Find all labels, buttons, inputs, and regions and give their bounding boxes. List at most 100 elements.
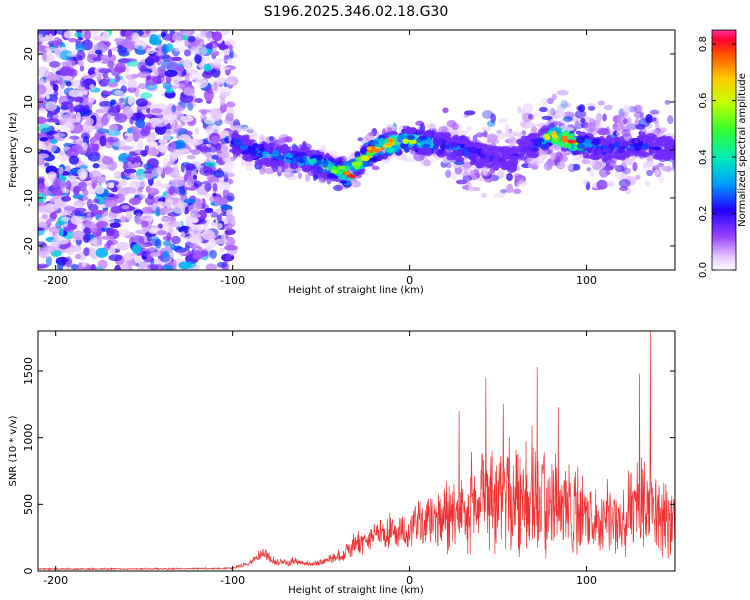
spectrogram-cell: [134, 179, 147, 188]
spectrogram-cell: [512, 188, 522, 194]
spectrogram-cell: [68, 38, 78, 43]
spectrogram-cell: [590, 153, 598, 161]
spectrogram-cell: [633, 111, 644, 119]
spectrogram-cell: [72, 230, 86, 241]
spectrogram-cell: [157, 201, 166, 208]
colorbar-tick-label: 0.0: [698, 262, 709, 278]
spectrogram-cell: [59, 50, 73, 61]
spectrogram-cell: [38, 107, 47, 114]
spectrogram-cell: [187, 102, 194, 111]
spectrogram-cell: [241, 150, 250, 155]
spectrogram-cell: [599, 139, 607, 146]
spectrogram-cell: [141, 219, 149, 228]
spectrogram-cell: [224, 244, 238, 251]
spectrogram-cell: [475, 132, 484, 138]
spectrogram-cell: [618, 142, 625, 147]
spectrogram-cell: [291, 145, 299, 151]
spectrogram-cell: [125, 209, 133, 221]
spectrogram-cell: [544, 136, 551, 141]
spectrogram-cell: [228, 48, 234, 59]
spectrogram-cell: [156, 229, 167, 236]
spectrogram-cell: [140, 92, 153, 99]
spectrogram-cell: [205, 161, 217, 168]
spectrogram-cell: [297, 172, 303, 179]
spectrogram-cell: [323, 168, 328, 174]
spectrogram-cell: [122, 264, 130, 270]
spectrogram-cell: [421, 144, 431, 149]
spectrogram-cell: [281, 144, 288, 151]
spectrogram-cell: [387, 141, 393, 146]
spectrogram-cell: [517, 154, 522, 159]
spectrogram-cell: [502, 164, 510, 170]
spectrogram-cell: [140, 173, 154, 180]
spectrogram-cell: [163, 132, 171, 141]
spectrogram-cell: [128, 197, 142, 205]
spectrogram-cell: [101, 156, 114, 165]
spectrogram-cell: [83, 104, 90, 115]
spectrogram-cell: [178, 148, 186, 155]
spectrogram-cell: [302, 154, 307, 163]
spectrogram-cell: [108, 123, 119, 133]
spectrogram-cell: [47, 171, 57, 181]
spectrogram-cell: [126, 127, 134, 134]
spectrogram-cell: [126, 60, 141, 67]
spectrogram-cell: [78, 149, 88, 156]
spectrogram-cell: [170, 119, 176, 129]
spectrogram-cell: [242, 126, 249, 133]
spectrogram-cell: [595, 149, 604, 155]
spectrogram-cell: [106, 182, 114, 188]
spectrogram-cell: [618, 178, 631, 188]
spectrogram-xtick-label: -100: [220, 274, 245, 287]
spectrogram-cell: [187, 217, 199, 223]
spectrogram-cell: [597, 100, 605, 106]
spectrogram-cell: [89, 84, 95, 90]
spectrogram-cell: [192, 252, 204, 260]
spectrogram-cell: [416, 141, 422, 146]
spectrogram-cell: [42, 52, 47, 62]
spectrogram-cell: [499, 189, 508, 194]
spectrogram-cell: [174, 139, 186, 150]
spectrogram-cell: [546, 158, 555, 167]
spectrogram-cell: [541, 125, 550, 132]
spectrogram-cell: [204, 207, 214, 214]
snr-xtick-label: 0: [406, 574, 413, 587]
spectrogram-cell: [121, 204, 130, 210]
spectrogram-cell: [152, 131, 157, 138]
spectrogram-cell: [49, 138, 58, 144]
spectrogram-cell: [100, 105, 111, 112]
spectrogram-cell: [98, 68, 112, 74]
spectrogram-cell: [95, 247, 109, 258]
spectrogram-cell: [119, 195, 125, 200]
spectrogram-cell: [166, 232, 172, 242]
spectrogram-cell: [164, 69, 178, 78]
spectrogram-cell: [644, 180, 651, 187]
spectrogram-cell: [490, 146, 499, 153]
spectrogram-cell: [118, 51, 129, 56]
spectrogram-cell: [539, 106, 548, 113]
spectrogram-cell: [77, 168, 88, 178]
spectrogram-cell: [130, 174, 141, 180]
spectrogram-cell: [522, 102, 534, 113]
spectrogram-cell: [425, 148, 433, 156]
spectrogram-cell: [224, 236, 236, 247]
spectrogram-cell: [491, 139, 500, 144]
spectrogram-ytick-label: 10: [22, 95, 35, 109]
spectrogram-cell: [111, 46, 119, 52]
spectrogram-cell: [179, 94, 194, 104]
spectrogram-cell: [551, 134, 558, 139]
spectrogram-cell: [219, 91, 230, 97]
spectrogram-cell: [605, 181, 615, 187]
spectrogram-cell: [168, 226, 173, 233]
spectrogram-cell: [637, 150, 645, 158]
spectrogram-cell: [612, 122, 624, 132]
spectrogram-cell: [45, 203, 55, 211]
spectrogram-cell: [220, 97, 226, 107]
spectrogram-cell: [86, 198, 93, 209]
spectrogram-cell: [262, 151, 269, 158]
spectrogram-cell: [194, 127, 200, 136]
spectrogram-cell: [339, 165, 346, 170]
spectrogram-cell: [170, 155, 178, 162]
spectrogram-cell: [216, 261, 228, 268]
spectrogram-cell: [223, 48, 230, 56]
spectrogram-cell: [634, 104, 643, 114]
